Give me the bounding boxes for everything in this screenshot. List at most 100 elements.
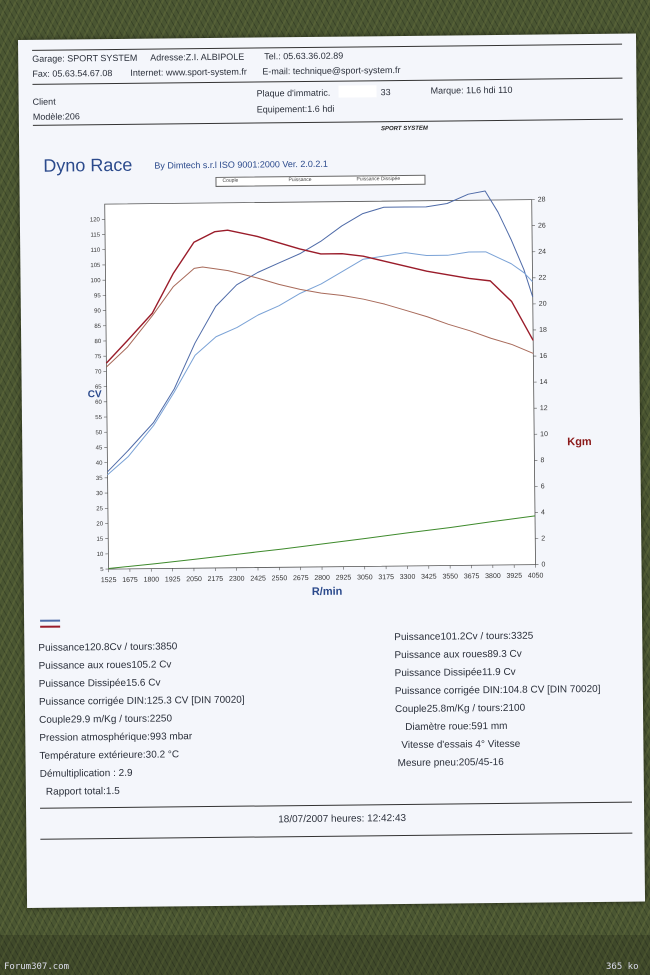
legend-couple: Couple [222, 177, 239, 184]
left-temperature: Température extérieure:30.2 °C [39, 749, 180, 762]
y-right-tick-label: 24 [538, 249, 546, 256]
y-right-tick-label: 22 [538, 275, 546, 282]
garage-email: E-mail: technique@sport-system.fr [262, 64, 401, 77]
watermark-size: 365 ko [606, 962, 639, 972]
left-pression: Pression atmosphérique:993 mbar [39, 731, 193, 744]
y-left-tick-label: 115 [90, 233, 100, 239]
x-tick-label: 4050 [528, 573, 544, 580]
y-right-tick-label: 10 [540, 431, 548, 438]
right-pneu: Mesure pneu:205/45-16 [397, 756, 504, 770]
vehicle-marque: Marque: 1L6 hdi 110 [430, 84, 513, 96]
y-left-tick-label: 60 [95, 400, 102, 406]
plaque-suffix: 33 [380, 87, 391, 98]
left-dissipee: Puissance Dissipée15.6 Cv [38, 677, 161, 690]
y-right-tick-label: 4 [541, 509, 545, 516]
redaction-box [338, 85, 377, 98]
x-tick-label: 2425 [250, 575, 266, 582]
y-left-tick-label: 110 [91, 248, 101, 254]
x-axis-label: R/min [311, 585, 343, 598]
x-tick-label: 1925 [165, 576, 181, 583]
y-left-tick-label: 80 [94, 339, 101, 345]
left-roues: Puissance aux roues105.2 Cv [38, 659, 172, 672]
vehicle-equipement: Equipement:1.6 hdi [256, 103, 335, 115]
right-diametre: Diamètre roue:591 mm [405, 720, 508, 733]
dyno-sheet: Garage: SPORT SYSTEM Adresse:Z.I. ALBIPO… [18, 33, 646, 908]
x-tick-label: 1525 [101, 577, 117, 584]
x-tick-label: 3300 [400, 574, 416, 581]
x-tick-label: 3175 [378, 574, 394, 581]
x-tick-label: 2175 [208, 576, 224, 583]
y-left-tick-label: 20 [96, 522, 103, 528]
dyno-title: Dyno Race [43, 154, 133, 176]
y-left-tick-label: 65 [95, 385, 102, 391]
x-tick-label: 3675 [464, 573, 480, 580]
y-left-tick-label: 50 [95, 430, 102, 436]
marker-red [40, 625, 61, 628]
series-line-1 [107, 251, 533, 476]
x-tick-label: 2300 [229, 576, 245, 583]
vehicle-rule [32, 118, 623, 126]
garage-website: Internet: www.sport-system.fr [130, 66, 247, 78]
results-rule [40, 801, 633, 809]
y-right-tick-label: 12 [540, 405, 548, 412]
header-rule [32, 77, 623, 85]
y-right-tick-label: 18 [539, 327, 547, 334]
x-tick-label: 2800 [314, 575, 330, 582]
y-left-tick-label: 70 [95, 369, 102, 375]
x-tick-label: 2925 [336, 575, 352, 582]
x-tick-label: 2550 [272, 575, 288, 582]
y-right-tick-label: 0 [541, 562, 545, 569]
watermark-forum: Forum307.com [4, 962, 70, 972]
y-right-tick-label: 16 [539, 353, 547, 360]
y-left-tick-label: 120 [90, 217, 101, 223]
client-label: Client [32, 96, 56, 107]
x-tick-label: 3050 [357, 574, 373, 581]
y-right-tick-label: 26 [538, 223, 546, 230]
x-tick-label: 3925 [506, 573, 522, 580]
y-left-tick-label: 25 [96, 506, 103, 512]
dyno-chart: 1525 1675 1800 1925 2050 2175 2300 2425 2550 2675… [90, 190, 548, 584]
x-tick-label: 1800 [144, 577, 160, 584]
garage-address: Adresse:Z.I. ALBIPOLE [150, 51, 245, 63]
y-right-tick-label: 2 [541, 535, 545, 542]
y-left-label: CV [87, 389, 102, 401]
series-line-4 [108, 515, 536, 569]
garage-fax: Fax: 05.63.54.67.08 [32, 68, 113, 79]
test-date: 18/07/2007 heures: 12:42:43 [278, 812, 407, 826]
y-left-tick-label: 5 [100, 567, 104, 573]
y-left-tick-label: 100 [90, 278, 101, 284]
left-puissance: Puissance120.8Cv / tours:3850 [38, 641, 178, 654]
y-left-tick-label: 10 [97, 552, 104, 558]
y-left-tick-label: 95 [94, 293, 101, 299]
legend-puissance-dissipee: Puissance Dissipée [356, 176, 401, 183]
x-tick-label: 1675 [122, 577, 138, 584]
y-left-tick-label: 105 [90, 263, 101, 269]
plaque-label: Plaque d'immatric. [256, 87, 331, 99]
y-left-tick-label: 30 [96, 491, 103, 497]
x-tick-label: 3550 [442, 573, 458, 580]
garage-tel: Tel.: 05.63.36.02.89 [264, 50, 344, 62]
x-tick-label: 2675 [293, 575, 309, 582]
y-left-tick-label: 90 [94, 309, 101, 315]
y-left-tick-label: 15 [97, 537, 104, 543]
y-right-tick-label: 14 [540, 379, 548, 386]
sport-system-logo: SPORT SYSTEM [380, 125, 428, 133]
x-tick-label: 3425 [421, 574, 437, 581]
y-left-tick-label: 85 [94, 324, 101, 330]
y-right-tick-label: 8 [540, 457, 544, 464]
y-left-tick-label: 40 [96, 461, 103, 467]
x-tick-label: 3800 [485, 573, 501, 580]
right-dissipee: Puissance Dissipée11.9 Cv [394, 666, 516, 680]
footer-bar [0, 935, 650, 975]
series-line-2 [105, 229, 534, 364]
y-right-label: Kgm [567, 436, 592, 449]
y-right-tick-label: 20 [539, 301, 547, 308]
series-line-3 [106, 266, 534, 368]
garage-name: Garage: SPORT SYSTEM [32, 52, 138, 64]
y-right-tick-label: 28 [538, 196, 546, 203]
marker-blue [40, 619, 61, 622]
left-rapport: Rapport total:1.5 [45, 785, 120, 798]
y-left-tick-label: 45 [96, 445, 103, 451]
right-vitesse: Vitesse d'essais 4° Vitesse [401, 738, 521, 752]
vehicle-modele: Modèle:206 [32, 111, 80, 122]
